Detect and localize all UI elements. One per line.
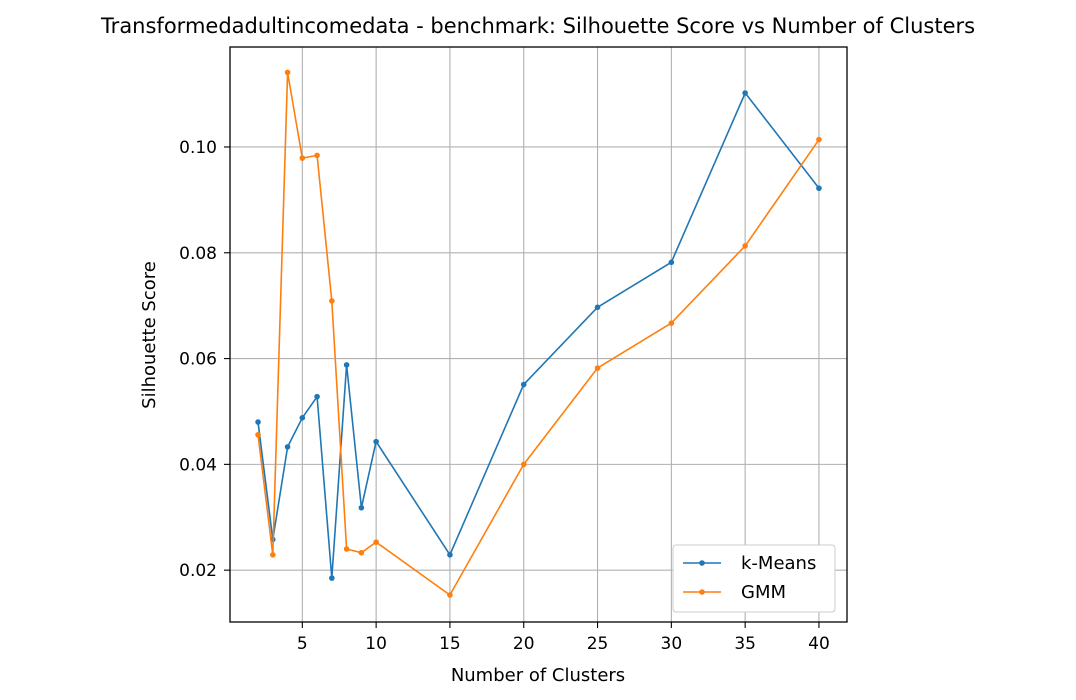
x-tick-label: 5 (297, 634, 308, 654)
axes: 5 10 15 20 25 30 35 40 0.02 0.04 0.06 0.08 0.10 (179, 138, 830, 654)
data-point-k-means (329, 575, 335, 581)
y-axis-label: Silhouette Score (139, 261, 160, 409)
x-tick-label: 10 (365, 634, 387, 654)
grid (230, 47, 847, 622)
data-point-k-means (299, 415, 306, 421)
x-tick-label: 35 (734, 634, 756, 654)
legend-gmm-marker (699, 589, 705, 595)
legend-box (672, 544, 836, 613)
chart-title: Transformedadultincomedata - benchmark: … (100, 14, 975, 38)
x-tick-label: 15 (439, 634, 461, 654)
data-point-gmm (299, 155, 306, 161)
data-point-gmm (742, 243, 748, 249)
data-point-k-means (255, 419, 261, 425)
x-tick-label: 30 (661, 634, 683, 654)
y-tick-label: 0.04 (179, 455, 217, 475)
data-point-gmm (314, 152, 320, 159)
data-point-k-means (816, 185, 822, 192)
data-point-gmm (594, 365, 601, 371)
plot-series (255, 69, 822, 598)
data-point-k-means (284, 444, 291, 450)
x-tick-label: 40 (808, 634, 830, 654)
y-tick-label: 0.02 (179, 561, 217, 581)
data-point-k-means (373, 438, 379, 445)
legend-kmeans-label: k-Means (741, 553, 816, 574)
x-tick-label: 25 (587, 634, 609, 654)
data-point-gmm (816, 136, 822, 143)
data-point-gmm (668, 320, 675, 326)
data-point-gmm (358, 549, 365, 556)
data-point-k-means (447, 552, 453, 558)
data-point-gmm (373, 539, 379, 545)
series-line-k-means (257, 92, 820, 579)
data-point-k-means (358, 504, 365, 511)
legend-gmm-label: GMM (741, 582, 786, 603)
data-point-gmm (343, 546, 350, 552)
data-point-k-means (594, 304, 601, 311)
data-point-gmm (255, 431, 261, 438)
legend-kmeans-marker (699, 560, 705, 566)
plot-frame (229, 46, 848, 623)
legend: k-Means GMM (672, 544, 836, 613)
data-point-gmm (329, 298, 335, 304)
data-point-gmm (270, 552, 276, 558)
y-tick-label: 0.06 (179, 350, 217, 370)
data-point-k-means (520, 381, 527, 388)
data-point-gmm (447, 592, 453, 598)
y-tick-label: 0.10 (179, 138, 217, 158)
series-line-gmm (257, 71, 820, 596)
x-tick-label: 20 (513, 634, 535, 654)
y-tick-label: 0.08 (179, 244, 217, 264)
data-point-k-means (343, 362, 350, 368)
x-axis-label: Number of Clusters (451, 665, 625, 686)
data-point-gmm (520, 461, 527, 468)
data-point-k-means (742, 90, 748, 96)
data-point-k-means (314, 393, 320, 400)
data-point-gmm (284, 69, 291, 76)
data-point-k-means (668, 259, 675, 266)
